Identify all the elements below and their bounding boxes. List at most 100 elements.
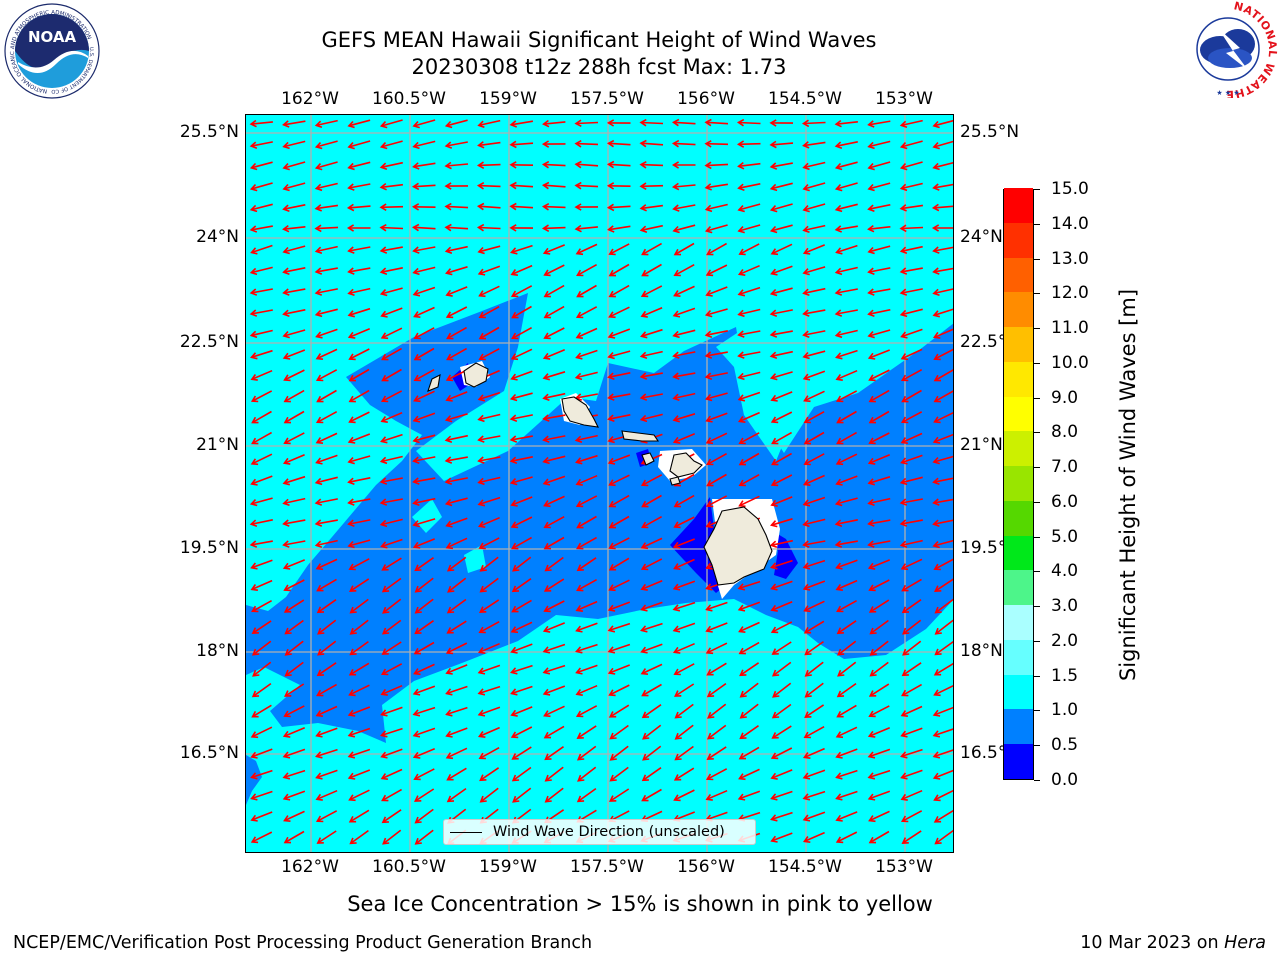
wave-arrow <box>642 494 662 508</box>
wave-arrow-head <box>574 372 583 381</box>
wave-arrow <box>642 515 662 529</box>
wave-arrow-head <box>639 414 648 423</box>
wave-arrow <box>933 246 953 252</box>
wave-arrow-head <box>899 309 908 318</box>
wave-arrow <box>252 620 272 634</box>
wave-arrow-head <box>932 120 940 129</box>
wave-arrow <box>642 788 662 802</box>
wave-arrow-head <box>379 121 388 129</box>
wave-arrow <box>543 121 566 125</box>
wave-arrow-head <box>445 311 454 319</box>
wave-arrow <box>251 225 273 231</box>
wave-arrow-head <box>932 246 940 254</box>
wave-arrow <box>804 831 825 843</box>
wave-arrow-head <box>542 688 551 696</box>
wave-arrow-head <box>738 479 746 487</box>
wave-arrow <box>641 580 663 590</box>
colorbar-tick-label: 15.0 <box>1051 179 1089 199</box>
wave-arrow-head <box>868 437 876 445</box>
colorbar-segment <box>1004 430 1033 467</box>
wave-arrow <box>901 411 923 423</box>
wave-arrow <box>381 327 403 339</box>
colorbar-segment <box>1004 257 1033 293</box>
colorbar-tick-label: 8.0 <box>1051 422 1079 443</box>
wave-arrow <box>868 226 891 230</box>
wave-arrow <box>673 121 696 125</box>
wave-arrow-head <box>834 184 843 192</box>
wave-arrow-head <box>575 457 583 465</box>
wave-arrow-head <box>672 204 680 212</box>
wave-arrow <box>739 411 760 423</box>
wave-arrow <box>382 788 402 802</box>
wave-arrow-head <box>314 120 323 129</box>
wave-arrow <box>771 182 793 190</box>
wave-arrow-head <box>282 331 290 339</box>
wave-arrow-head <box>250 836 259 844</box>
wave-arrow <box>544 244 565 254</box>
wave-arrow-head <box>642 732 650 740</box>
wave-arrow <box>804 725 825 739</box>
wave-arrow <box>934 390 953 403</box>
wave-arrow <box>674 285 695 297</box>
wave-arrow <box>381 455 403 463</box>
wave-arrow-head <box>315 457 323 465</box>
wave-arrow-head <box>249 204 258 213</box>
wave-arrow-head <box>413 647 422 655</box>
wave-arrow-head <box>706 669 714 676</box>
wave-arrow <box>511 348 533 360</box>
wave-arrow-head <box>510 521 519 529</box>
wave-arrow <box>803 370 826 380</box>
wave-arrow <box>512 556 532 572</box>
wave-arrow-head <box>671 161 680 169</box>
wave-arrow-head <box>379 223 387 232</box>
wave-arrow-head <box>380 709 388 717</box>
wave-arrow-head <box>282 224 290 233</box>
wave-arrow <box>576 643 598 653</box>
wave-arrow <box>317 830 337 844</box>
wave-arrow <box>869 683 890 697</box>
wave-arrow <box>738 391 761 401</box>
lat-tick-right: 21°N <box>960 435 1003 455</box>
wave-arrow-head <box>282 163 290 171</box>
wave-arrow <box>707 473 727 487</box>
wave-arrow-head <box>314 267 323 275</box>
wave-arrow-head <box>349 648 357 656</box>
wave-arrow <box>738 224 761 232</box>
wave-arrow-head <box>412 435 420 444</box>
wave-arrow-head <box>576 290 584 298</box>
wave-arrow-head <box>867 457 876 465</box>
wave-arrow-head <box>641 521 649 529</box>
wave-arrow-head <box>673 668 681 676</box>
colorbar-tick-label: 3.0 <box>1051 596 1079 617</box>
lon-tick-top: 153°W <box>875 89 933 109</box>
wave-arrow-head <box>282 267 290 275</box>
wave-arrow <box>933 455 953 463</box>
wave-arrow-head <box>446 606 455 614</box>
wave-arrow-head <box>543 311 551 319</box>
wave-arrow <box>609 788 630 802</box>
wave-arrow <box>446 642 468 654</box>
wave-arrow <box>381 183 403 189</box>
wave-arrow-head <box>574 224 582 233</box>
wave-arrow-head <box>476 181 485 190</box>
wave-arrow <box>284 410 305 424</box>
wave-arrow <box>707 452 727 466</box>
wave-arrow <box>934 369 953 382</box>
wave-arrow-head <box>478 542 486 550</box>
wave-arrow <box>706 495 728 507</box>
wave-arrow-head <box>932 772 941 780</box>
wave-arrow-head <box>412 688 421 696</box>
wave-arrow-head <box>251 648 260 656</box>
wave-arrow <box>479 348 500 360</box>
sea-ice-note: Sea Ice Concentration > 15% is shown in … <box>347 892 933 916</box>
wave-arrow <box>350 829 369 845</box>
wave-arrow <box>705 121 729 125</box>
wave-arrow <box>641 474 663 486</box>
wave-arrow-head <box>250 247 258 255</box>
wave-arrow <box>901 182 923 190</box>
wave-arrow <box>251 369 273 381</box>
wave-arrow-head <box>576 795 585 803</box>
wave-arrow <box>933 706 953 716</box>
wave-arrow <box>868 790 891 800</box>
wave-arrow-head <box>934 648 942 656</box>
